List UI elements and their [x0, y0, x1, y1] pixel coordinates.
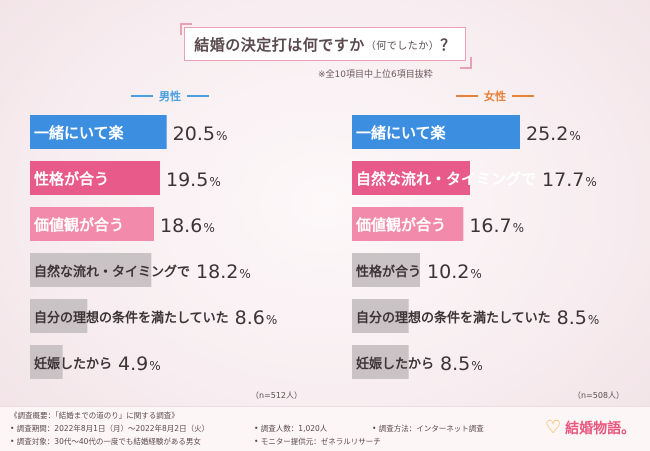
bar-charts: 一緒にいて楽 20.5 % 性格が合う 19.5 % 価値観が合う 18.6 % 自然な流れ・タイ…: [30, 115, 624, 400]
value-unit: %: [513, 221, 524, 235]
category-label: 価値観が合う: [355, 216, 446, 234]
female-heading-label: 女性: [484, 90, 506, 103]
note-text: ※全10項目中上位6項目抜粋: [318, 70, 433, 80]
value-unit: %: [471, 359, 482, 373]
survey-provider: • モニター提供元：ゼネラルリサーチ: [254, 437, 381, 446]
value-label: 25.2: [526, 123, 568, 145]
value-label: 20.5: [173, 123, 215, 145]
sample-size: （n=508人）: [573, 391, 624, 400]
category-label: 自然な流れ・タイミングで: [356, 170, 536, 188]
value-label: 8.6: [235, 307, 265, 329]
male-heading-label: 男性: [159, 90, 181, 103]
value-unit: %: [266, 313, 277, 327]
value-unit: %: [588, 313, 599, 327]
heading-line-right: [512, 95, 534, 97]
bar: [352, 161, 470, 195]
value-label: 8.5: [557, 307, 587, 329]
category-label: 妊娠したから: [356, 356, 434, 372]
survey-count: • 調査人数：1,020人: [254, 424, 328, 433]
category-label: 一緒にいて楽: [34, 124, 125, 142]
survey-heading: 《調査概要：「結婚までの道のり」に関する調査》: [10, 411, 179, 420]
heart-icon: ♡: [545, 417, 562, 438]
bar: [30, 253, 152, 287]
value-unit: %: [203, 221, 214, 235]
title-corner-bottom-right: [460, 57, 472, 69]
value-unit: %: [216, 129, 227, 143]
value-unit: %: [569, 129, 580, 143]
bar: [30, 345, 63, 379]
heading-line-right: [187, 95, 209, 97]
logo-text: 結婚物語。: [565, 421, 636, 437]
category-label: 妊娠したから: [34, 356, 112, 372]
male-panel-heading: 男性: [95, 88, 245, 104]
title-small: （何でしたか）: [365, 40, 440, 52]
heading-line-left: [131, 95, 153, 97]
bar: [30, 161, 160, 195]
footer: 《調査概要：「結婚までの道のり」に関する調査》 • 調査期間：2022年8月1日…: [0, 406, 650, 451]
category-label: 性格が合う: [34, 170, 109, 188]
bar: [352, 115, 520, 149]
survey-period: • 調査期間：2022年8月1日（月）〜2022年8月2日（火）: [10, 424, 210, 433]
title-question-mark: ？: [440, 35, 456, 54]
category-label: 自然な流れ・タイミングで: [34, 264, 190, 280]
value-label: 19.5: [166, 169, 208, 191]
value-unit: %: [149, 359, 160, 373]
survey-method: • 調査方法：インターネット調査: [372, 424, 484, 433]
bar: [30, 299, 88, 333]
bar: [352, 207, 464, 241]
value-label: 8.5: [440, 353, 470, 375]
bar: [352, 299, 409, 333]
value-label: 18.2: [196, 261, 238, 283]
value-unit: %: [209, 175, 220, 189]
category-label: 性格が合う: [356, 264, 421, 280]
logo: ♡ 結婚物語。: [545, 418, 635, 438]
value-unit: %: [470, 267, 481, 281]
value-label: 17.7: [542, 169, 584, 191]
value-label: 10.2: [427, 261, 469, 283]
title-main: 結婚の決定打は何ですか: [194, 35, 365, 54]
bar: [352, 253, 420, 287]
category-label: 自分の理想の条件を満たしていた: [34, 310, 229, 326]
bar: [30, 207, 154, 241]
value-label: 18.6: [160, 215, 202, 237]
chart-title: 結婚の決定打は何ですか （何でしたか）？: [184, 27, 466, 61]
category-label: 自分の理想の条件を満たしていた: [356, 310, 551, 326]
heading-line-left: [456, 95, 478, 97]
value-label: 4.9: [118, 353, 148, 375]
sample-size: （n=512人）: [251, 391, 302, 400]
value-unit: %: [585, 175, 596, 189]
value-unit: %: [239, 267, 250, 281]
value-label: 16.7: [469, 215, 511, 237]
bar: [30, 115, 167, 149]
survey-target: • 調査対象：30代〜40代の一度でも結婚経験がある男女: [10, 437, 201, 446]
female-panel-heading: 女性: [420, 88, 570, 104]
category-label: 価値観が合う: [33, 216, 124, 234]
category-label: 一緒にいて楽: [356, 124, 447, 142]
title-corner-top-left: [180, 23, 192, 35]
bar: [352, 345, 409, 379]
